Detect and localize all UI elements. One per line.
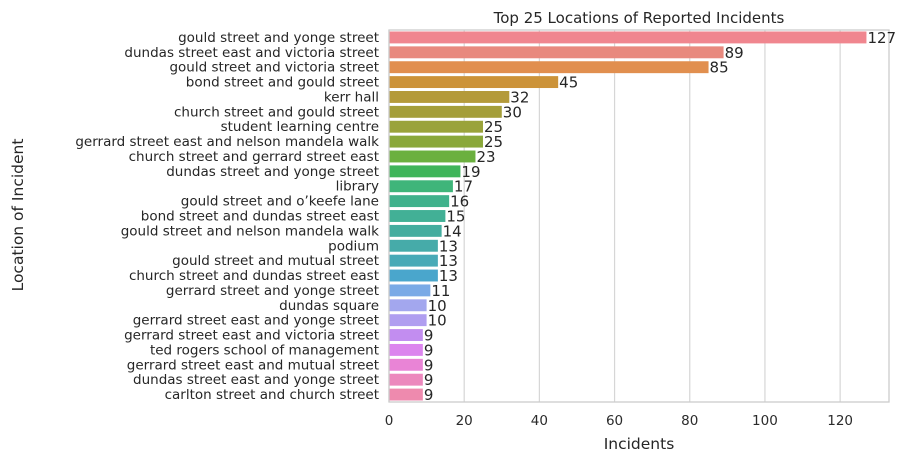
bar (389, 120, 483, 133)
category-label: bond street and dundas street east (141, 209, 379, 225)
value-label: 30 (503, 103, 522, 121)
bar (389, 210, 446, 222)
bar (389, 150, 476, 163)
bar (389, 61, 709, 74)
bar (389, 31, 867, 44)
x-axis-title: Incidents (604, 435, 675, 453)
bar (389, 254, 438, 267)
category-label: kerr hall (324, 89, 379, 105)
category-label: carlton street and church street (165, 387, 379, 403)
category-label: gould street and nelson mandela walk (121, 223, 379, 239)
category-label: dundas street east and victoria street (124, 45, 379, 61)
value-label: 16 (450, 193, 469, 211)
value-label: 9 (424, 327, 434, 345)
bars (389, 31, 867, 401)
bar (389, 76, 559, 89)
bar (389, 180, 453, 193)
bar (389, 135, 483, 148)
category-label: church street and gould street (174, 104, 379, 120)
bar (389, 314, 427, 327)
bar (389, 299, 427, 312)
category-label: gould street and yonge street (178, 30, 379, 46)
category-label: podium (328, 238, 379, 254)
category-label: dundas street east and yonge street (133, 372, 379, 388)
bar (389, 284, 431, 297)
x-tick-label: 60 (606, 413, 623, 429)
bar (389, 91, 510, 103)
category-label: dundas street and yonge street (166, 164, 379, 180)
value-label: 9 (424, 356, 434, 374)
bar (389, 46, 724, 59)
value-label: 13 (439, 267, 458, 285)
category-label: gerrard street east and yonge street (133, 313, 379, 329)
bar (389, 373, 423, 386)
x-tick-labels: 0 20 40 60 80 100 120 (385, 413, 853, 429)
value-label: 32 (510, 88, 529, 106)
value-label: 127 (867, 29, 896, 47)
category-label: gerrard street east and nelson mandela w… (75, 134, 379, 150)
value-label: 85 (710, 59, 729, 77)
chart-title: Top 25 Locations of Reported Incidents (493, 9, 785, 27)
category-label: student learning centre (221, 119, 379, 135)
category-label: church street and gerrard street east (129, 149, 379, 165)
bar (389, 105, 502, 118)
bar (389, 195, 450, 208)
category-label: church street and dundas street east (129, 268, 379, 284)
plot-border (388, 29, 890, 403)
category-label: gould street and mutual street (172, 253, 379, 269)
category-label: library (336, 179, 379, 195)
category-label: gould street and victoria street (169, 60, 379, 76)
category-label: gerrard street and yonge street (166, 283, 379, 299)
value-label: 89 (725, 44, 744, 62)
bar (389, 269, 438, 282)
value-label: 25 (484, 118, 503, 136)
value-label: 10 (428, 312, 447, 330)
plot-frame (388, 29, 890, 403)
value-label: 45 (559, 74, 578, 92)
bar (389, 358, 423, 371)
x-tick-label: 20 (456, 413, 473, 429)
value-label: 19 (461, 163, 480, 181)
bar (389, 343, 423, 356)
value-label: 9 (424, 386, 434, 404)
value-label: 23 (476, 148, 495, 166)
y-axis-title: Location of Incident (9, 139, 27, 292)
x-tick-label: 120 (827, 413, 853, 429)
x-tick-label: 40 (531, 413, 548, 429)
x-tick-label: 80 (681, 413, 698, 429)
value-label: 17 (454, 178, 473, 196)
value-label: 15 (446, 208, 465, 226)
value-label: 25 (484, 133, 503, 151)
category-label: bond street and gould street (186, 75, 379, 91)
value-label: 11 (431, 282, 450, 300)
value-labels: 1278985453230252523191716151413131311101… (424, 29, 896, 404)
bar (389, 165, 461, 178)
bar (389, 224, 442, 237)
bar (389, 388, 423, 401)
x-tick-label: 0 (385, 413, 394, 429)
x-tick-label: 100 (752, 413, 778, 429)
bar (389, 239, 438, 252)
value-label: 9 (424, 371, 434, 389)
category-label: dundas square (279, 298, 379, 314)
category-label: ted rogers school of management (150, 342, 379, 358)
category-label: gerrard street east and victoria street (124, 328, 379, 344)
value-label: 13 (439, 252, 458, 270)
category-label: gerrard street east and mutual street (127, 357, 379, 373)
category-label: gould street and o’keefe lane (181, 194, 379, 210)
value-label: 10 (428, 297, 447, 315)
value-label: 9 (424, 341, 434, 359)
bar (389, 329, 423, 341)
value-label: 13 (439, 237, 458, 255)
value-label: 14 (443, 222, 462, 240)
